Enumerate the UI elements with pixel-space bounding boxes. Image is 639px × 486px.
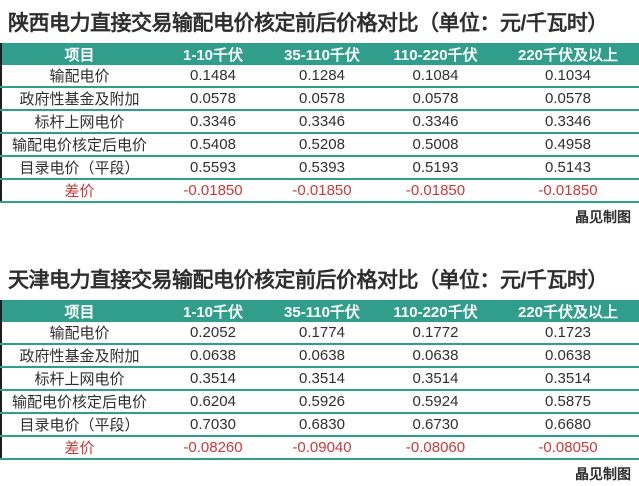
value-cell: 0.4958 [496, 133, 639, 157]
col-header-110-220kv: 110-220千伏 [375, 300, 496, 322]
value-cell: 0.3514 [375, 367, 496, 391]
tianjin-table-section: 天津电力直接交易输配电价核定前后价格对比（单位：元/千瓦时） 项目 1-10千伏… [0, 257, 639, 482]
col-header-item: 项目 [1, 43, 157, 65]
value-cell: 0.1034 [496, 65, 639, 88]
table-row: 输配电价核定后电价 0.6204 0.5926 0.5924 0.5875 [1, 390, 639, 414]
row-label-cell: 目录电价（平段） [1, 413, 157, 437]
col-header-35-110kv: 35-110千伏 [269, 300, 375, 322]
value-cell: 0.5408 [157, 133, 269, 157]
value-cell: -0.08060 [375, 436, 496, 460]
value-cell: 0.0578 [375, 87, 496, 111]
col-header-35-110kv: 35-110千伏 [269, 43, 375, 65]
shaanxi-table-section: 陕西电力直接交易输配电价核定前后价格对比（单位：元/千瓦时） 项目 1-10千伏… [0, 0, 639, 225]
col-header-220kv-up: 220千伏及以上 [496, 43, 639, 65]
value-cell: 0.3346 [375, 110, 496, 134]
value-cell: 0.5143 [496, 156, 639, 180]
value-cell: -0.08050 [496, 436, 639, 460]
value-cell: 0.5875 [496, 390, 639, 414]
row-label-cell: 标杆上网电价 [1, 367, 157, 391]
table-row-diff: 差价 -0.01850 -0.01850 -0.01850 -0.01850 [1, 179, 639, 203]
row-label-cell: 标杆上网电价 [1, 110, 157, 134]
col-header-1-10kv: 1-10千伏 [157, 300, 269, 322]
col-header-1-10kv: 1-10千伏 [157, 43, 269, 65]
value-cell: 0.1084 [375, 65, 496, 88]
table-row: 输配电价 0.2052 0.1774 0.1772 0.1723 [1, 322, 639, 345]
value-cell: 0.2052 [157, 322, 269, 345]
value-cell: 0.3514 [157, 367, 269, 391]
row-label-cell: 差价 [1, 179, 157, 203]
value-cell: 0.3514 [269, 367, 375, 391]
value-cell: 0.3514 [496, 367, 639, 391]
value-cell: 0.0638 [496, 344, 639, 368]
header-row: 项目 1-10千伏 35-110千伏 110-220千伏 220千伏及以上 [1, 300, 639, 322]
col-header-110-220kv: 110-220千伏 [375, 43, 496, 65]
price-table: 项目 1-10千伏 35-110千伏 110-220千伏 220千伏及以上 输配… [0, 300, 639, 460]
table-title: 天津电力直接交易输配电价核定前后价格对比（单位：元/千瓦时） [8, 269, 608, 292]
value-cell: 0.0638 [269, 344, 375, 368]
value-cell: 0.6730 [375, 413, 496, 437]
table-row: 输配电价核定后电价 0.5408 0.5208 0.5008 0.4958 [1, 133, 639, 157]
header-row: 项目 1-10千伏 35-110千伏 110-220千伏 220千伏及以上 [1, 43, 639, 65]
row-label-cell: 差价 [1, 436, 157, 460]
table-row: 标杆上网电价 0.3346 0.3346 0.3346 0.3346 [1, 110, 639, 134]
row-label-cell: 目录电价（平段） [1, 156, 157, 180]
value-cell: 0.5008 [375, 133, 496, 157]
value-cell: 0.6204 [157, 390, 269, 414]
value-cell: -0.01850 [375, 179, 496, 203]
price-table: 项目 1-10千伏 35-110千伏 110-220千伏 220千伏及以上 输配… [0, 43, 639, 203]
value-cell: 0.5924 [375, 390, 496, 414]
table-row: 目录电价（平段） 0.5593 0.5393 0.5193 0.5143 [1, 156, 639, 180]
value-cell: 0.0578 [269, 87, 375, 111]
row-label-cell: 政府性基金及附加 [1, 344, 157, 368]
credit-label: 晶见制图 [575, 209, 631, 225]
value-cell: 0.6680 [496, 413, 639, 437]
value-cell: 0.5193 [375, 156, 496, 180]
value-cell: 0.0638 [375, 344, 496, 368]
value-cell: -0.01850 [496, 179, 639, 203]
row-label-cell: 输配电价核定后电价 [1, 390, 157, 414]
value-cell: 0.3346 [496, 110, 639, 134]
value-cell: 0.1284 [269, 65, 375, 88]
value-cell: 0.1723 [496, 322, 639, 345]
row-label-cell: 政府性基金及附加 [1, 87, 157, 111]
value-cell: 0.5393 [269, 156, 375, 180]
value-cell: 0.5926 [269, 390, 375, 414]
value-cell: 0.5593 [157, 156, 269, 180]
value-cell: 0.0578 [496, 87, 639, 111]
value-cell: -0.09040 [269, 436, 375, 460]
value-cell: -0.01850 [157, 179, 269, 203]
row-label-cell: 输配电价 [1, 65, 157, 88]
row-label-cell: 输配电价核定后电价 [1, 133, 157, 157]
table-row: 标杆上网电价 0.3514 0.3514 0.3514 0.3514 [1, 367, 639, 391]
table-row: 政府性基金及附加 0.0578 0.0578 0.0578 0.0578 [1, 87, 639, 111]
table-row: 政府性基金及附加 0.0638 0.0638 0.0638 0.0638 [1, 344, 639, 368]
table-row: 输配电价 0.1484 0.1284 0.1084 0.1034 [1, 65, 639, 88]
value-cell: 0.3346 [269, 110, 375, 134]
row-label-cell: 输配电价 [1, 322, 157, 345]
table-row-diff: 差价 -0.08260 -0.09040 -0.08060 -0.08050 [1, 436, 639, 460]
value-cell: 0.5208 [269, 133, 375, 157]
value-cell: 0.0578 [157, 87, 269, 111]
col-header-item: 项目 [1, 300, 157, 322]
col-header-220kv-up: 220千伏及以上 [496, 300, 639, 322]
credit-label: 晶见制图 [575, 466, 631, 482]
value-cell: 0.1772 [375, 322, 496, 345]
value-cell: 0.1484 [157, 65, 269, 88]
value-cell: 0.1774 [269, 322, 375, 345]
value-cell: -0.08260 [157, 436, 269, 460]
value-cell: 0.0638 [157, 344, 269, 368]
value-cell: 0.7030 [157, 413, 269, 437]
value-cell: 0.3346 [157, 110, 269, 134]
value-cell: -0.01850 [269, 179, 375, 203]
value-cell: 0.6830 [269, 413, 375, 437]
table-row: 目录电价（平段） 0.7030 0.6830 0.6730 0.6680 [1, 413, 639, 437]
table-title: 陕西电力直接交易输配电价核定前后价格对比（单位：元/千瓦时） [8, 12, 608, 35]
